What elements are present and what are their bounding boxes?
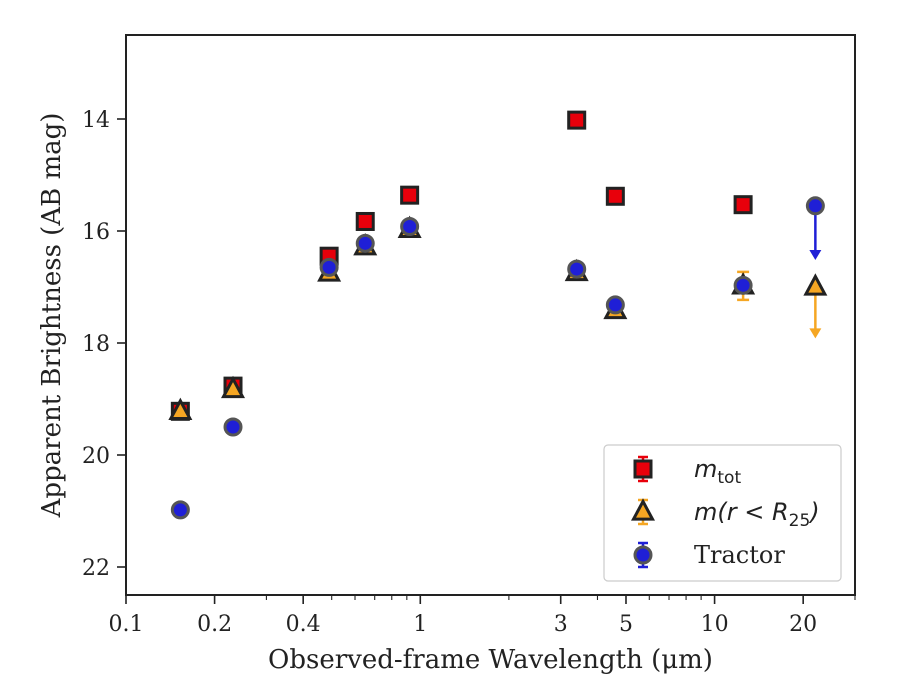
y-tick-label: 20 — [82, 444, 110, 469]
data-point — [567, 259, 587, 279]
plot-area — [168, 110, 828, 520]
x-axis-label: Observed-frame Wavelength (μm) — [268, 645, 713, 675]
legend-label: m(r < R25) — [694, 498, 820, 531]
data-point — [400, 217, 420, 237]
series-circle — [170, 196, 825, 520]
limit-arrow-head — [809, 250, 822, 260]
data-point — [605, 186, 625, 206]
x-tick-label: 0.2 — [197, 612, 232, 637]
legend-marker — [630, 498, 656, 521]
upper-limit-point — [803, 273, 828, 296]
data-point — [567, 110, 587, 130]
data-point — [170, 500, 190, 520]
x-tick-label: 3 — [554, 612, 568, 637]
y-tick-label: 14 — [82, 108, 110, 133]
data-point — [733, 275, 753, 295]
data-point — [355, 233, 375, 253]
y-tick-label: 16 — [82, 220, 110, 245]
data-point — [605, 295, 625, 315]
limit-arrow-head — [809, 328, 822, 339]
data-point — [319, 257, 339, 277]
data-point — [355, 211, 375, 231]
upper-limit-point — [805, 196, 825, 216]
x-tick-label: 10 — [701, 612, 729, 637]
legend: mtot m(r < R25) Tractor — [603, 444, 842, 582]
plot-frame — [125, 34, 856, 596]
series-square — [170, 110, 753, 421]
legend-label: mtot — [694, 455, 741, 488]
x-tick-label: 20 — [789, 612, 817, 637]
x-tick-label: 0.1 — [109, 612, 144, 637]
x-tick-label: 0.4 — [286, 612, 321, 637]
legend-marker — [633, 459, 653, 479]
data-point — [168, 397, 193, 420]
data-point — [220, 375, 246, 399]
data-point — [733, 195, 753, 215]
y-axis-label: Apparent Brightness (AB mag) — [37, 113, 67, 519]
x-tick-label: 1 — [413, 612, 427, 637]
y-tick-label: 22 — [82, 556, 110, 581]
legend-label: Tractor — [694, 541, 785, 569]
legend-marker — [633, 545, 653, 565]
legend-box — [603, 444, 842, 582]
data-point — [223, 417, 243, 437]
data-point — [400, 185, 420, 205]
y-tick-label: 18 — [82, 332, 110, 357]
series-triangle — [168, 215, 828, 420]
x-tick-label: 5 — [619, 612, 633, 637]
axes: 0.1 0.2 0.4 1 3 5 10 20 14 16 18 20 22 — [82, 34, 856, 637]
